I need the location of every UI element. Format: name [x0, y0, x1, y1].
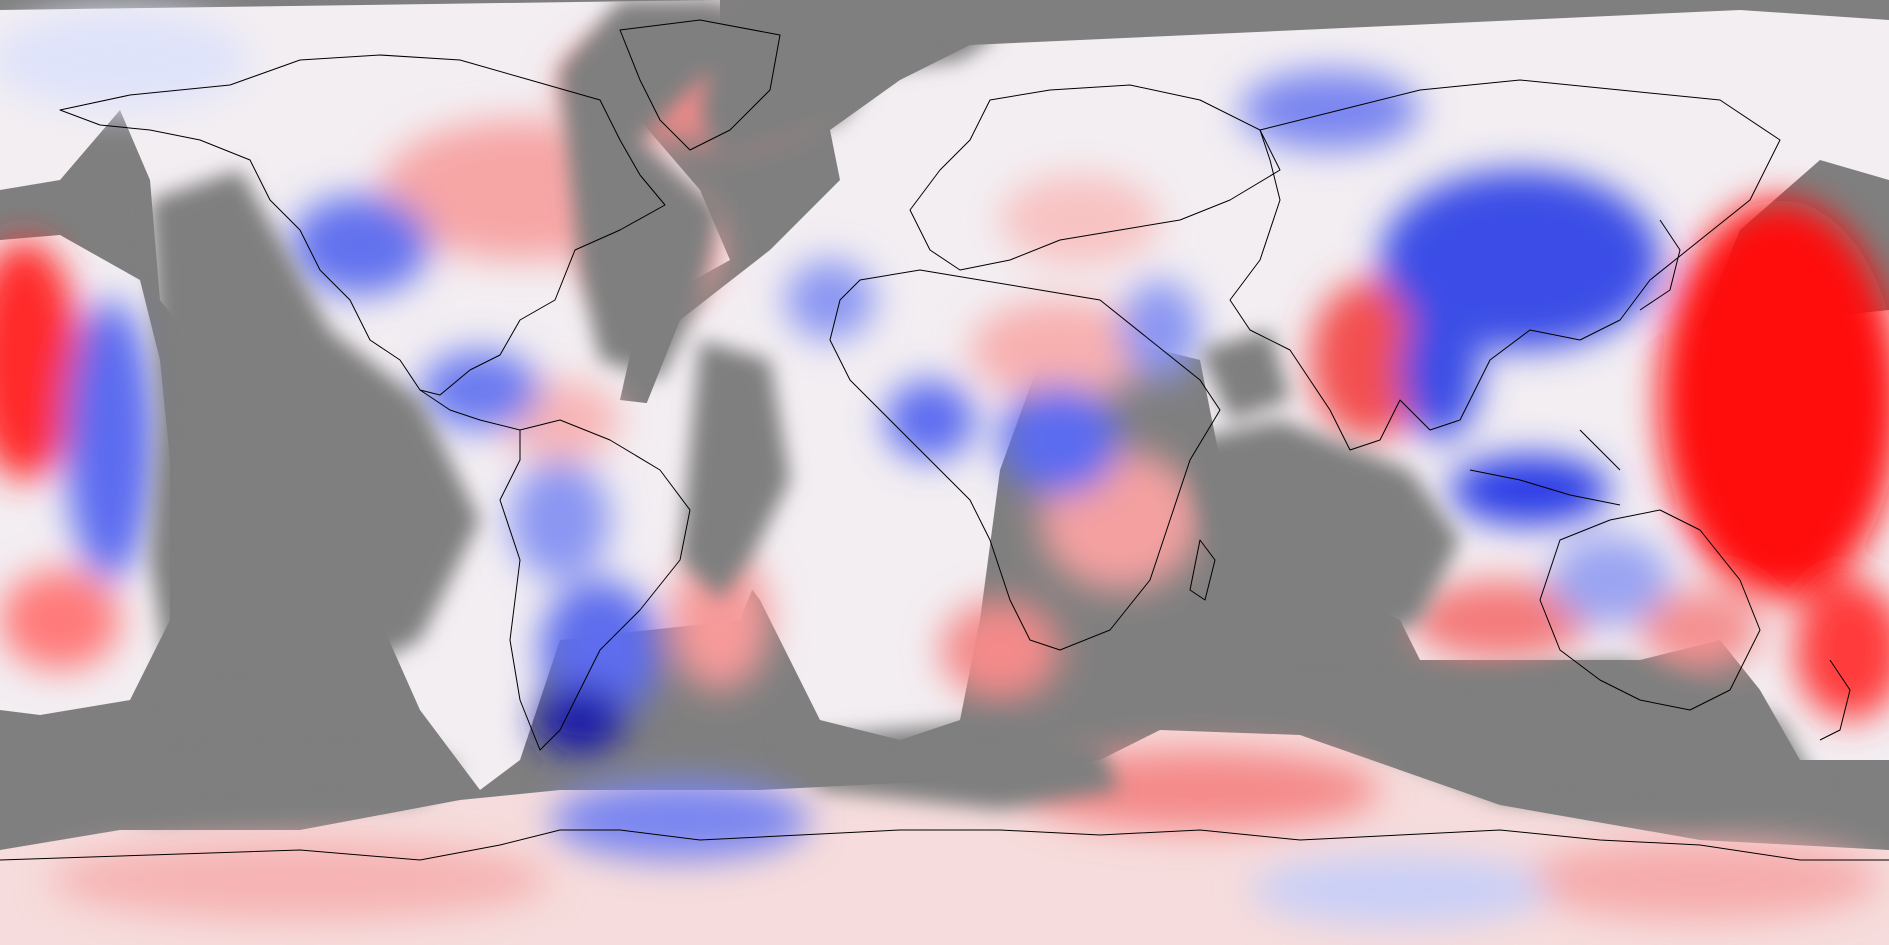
warm-anomaly-southern-africa	[940, 600, 1060, 700]
coastline-africa	[829, 269, 1221, 651]
no-data-southern-atlantic	[780, 720, 1120, 810]
cold-anomaly-gulf-of-guinea	[885, 380, 975, 460]
cold-anomaly-east-pacific	[65, 300, 155, 580]
coastlines	[0, 19, 1889, 861]
warm-anomaly-sahara	[970, 300, 1150, 400]
coastline-indonesia	[1469, 429, 1621, 506]
coastline-north-america	[59, 54, 666, 396]
coastline-japan	[1639, 219, 1681, 311]
cold-anomaly-antarctic-interior	[1250, 855, 1550, 925]
cold-anomaly-west-africa-coast	[785, 260, 875, 340]
coastline-asia	[1229, 79, 1781, 451]
warm-anomaly-antarctic-east	[1520, 840, 1880, 920]
coastline-europe	[909, 84, 1281, 271]
warm-anomaly-eastern-europe	[1000, 175, 1160, 265]
cold-anomaly-arctic-alaska	[0, 10, 250, 110]
warm-anomaly-indian-ocean	[1410, 580, 1590, 660]
cold-anomaly-mexico	[420, 350, 540, 430]
no-data-north-atlantic-east	[700, 0, 1000, 160]
coastline-antarctica	[0, 829, 1889, 861]
coastline-australia	[1539, 509, 1761, 711]
cold-anomaly-arabia	[1120, 280, 1200, 380]
warm-anomaly-south-pacific	[0, 570, 120, 670]
coastline-new-zealand	[1819, 659, 1851, 741]
warm-anomaly-antarctic-west	[50, 840, 550, 920]
cold-anomaly-indochina	[1400, 300, 1480, 440]
coastline-madagascar	[1189, 539, 1216, 601]
warm-anomaly-central-pacific	[0, 240, 80, 480]
cold-anomaly-central-africa	[1000, 385, 1120, 495]
no-data-south-atlantic	[680, 340, 790, 600]
cold-anomaly-amazon	[510, 460, 610, 580]
cold-anomaly-antarctic-peninsula	[550, 780, 810, 860]
no-data-north-pacific-east	[150, 170, 480, 700]
no-data-regions	[60, 0, 1820, 820]
cold-anomaly-patagonia	[535, 685, 625, 755]
cold-anomaly-western-us	[290, 195, 430, 295]
coastline-central-america	[419, 389, 521, 431]
warm-anomaly-new-zealand	[1795, 580, 1889, 720]
no-data-south-indian	[1360, 660, 1820, 820]
no-data-north-atlantic	[560, 0, 740, 380]
no-data-indian-ocean	[1190, 420, 1460, 650]
warm-anomaly-south-atlantic	[670, 550, 770, 690]
cold-anomaly-siberia	[1240, 70, 1420, 150]
no-data-southern-pacific	[60, 720, 460, 820]
coastline-greenland	[619, 19, 781, 151]
coastline-south-america	[499, 419, 691, 751]
no-data-arabian-sea	[1200, 330, 1290, 420]
cold-anomaly-australia	[1550, 535, 1670, 625]
cold-anomaly-indonesia	[1450, 455, 1610, 525]
warm-anomaly-tasman	[1640, 590, 1760, 670]
warm-anomaly-north-pacific	[1660, 200, 1889, 600]
